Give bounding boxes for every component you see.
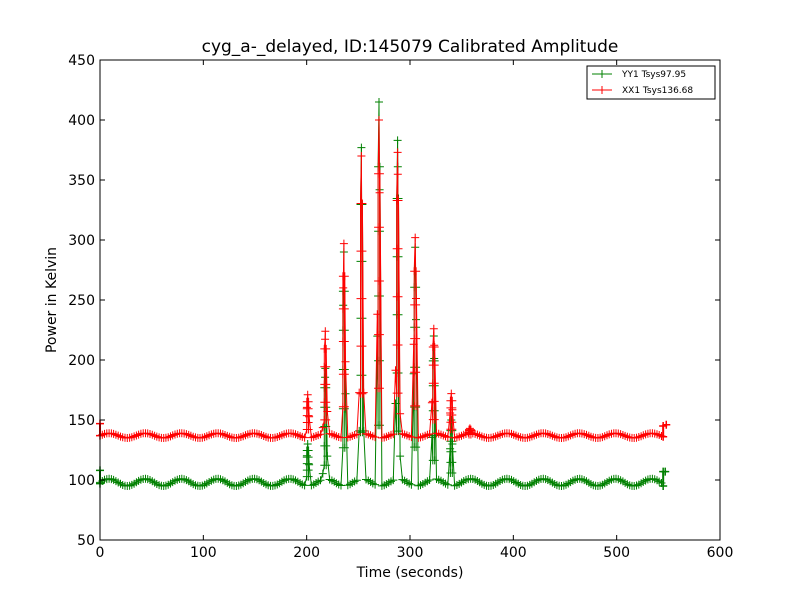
x-tick-label: 300 — [397, 545, 424, 561]
x-tick-label: 200 — [293, 545, 320, 561]
y-axis-label: Power in Kelvin — [44, 247, 60, 353]
x-tick-label: 500 — [603, 545, 630, 561]
y-tick-label: 450 — [68, 53, 95, 69]
plot-area — [100, 60, 720, 540]
y-tick-label: 150 — [68, 413, 95, 429]
legend-label-yy1: YY1 Tsys97.95 — [621, 70, 686, 80]
x-tick-label: 0 — [96, 545, 105, 561]
chart-title: cyg_a-_delayed, ID:145079 Calibrated Amp… — [202, 37, 619, 57]
legend-label-xx1: XX1 Tsys136.68 — [622, 86, 693, 96]
y-tick-label: 100 — [68, 473, 95, 489]
x-axis-label: Time (seconds) — [356, 565, 464, 581]
y-tick-label: 200 — [68, 353, 95, 369]
y-tick-label: 250 — [68, 293, 95, 309]
x-tick-label: 100 — [190, 545, 217, 561]
y-tick-label: 50 — [77, 533, 95, 549]
x-tick-label: 400 — [500, 545, 527, 561]
legend: YY1 Tsys97.95 XX1 Tsys136.68 — [587, 66, 715, 99]
x-tick-label: 600 — [707, 545, 734, 561]
chart-figure: 0 100 200 300 400 500 600 50 100 150 200 250 300 350 4… — [0, 0, 800, 600]
y-tick-label: 300 — [68, 233, 95, 249]
y-tick-label: 350 — [68, 173, 95, 189]
y-tick-label: 400 — [68, 113, 95, 129]
